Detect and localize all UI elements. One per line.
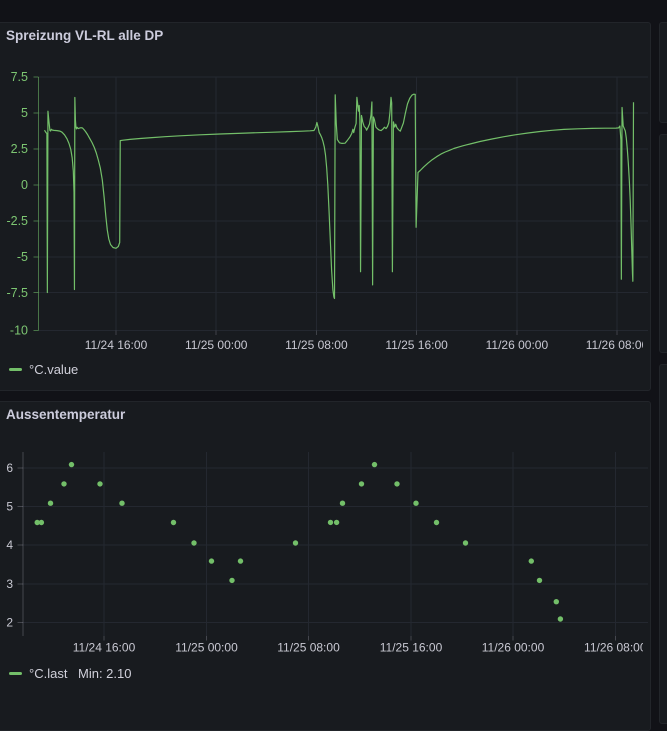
svg-text:11/26 08:00: 11/26 08:00 (584, 641, 647, 655)
svg-text:7.5: 7.5 (11, 70, 28, 84)
svg-text:-5: -5 (17, 250, 28, 264)
svg-text:11/26 00:00: 11/26 00:00 (482, 641, 545, 655)
svg-text:2: 2 (6, 615, 13, 629)
svg-text:0: 0 (21, 178, 28, 192)
svg-text:11/24 16:00: 11/24 16:00 (85, 338, 148, 352)
svg-text:11/25 16:00: 11/25 16:00 (380, 641, 443, 655)
svg-text:-10: -10 (10, 324, 28, 338)
svg-text:11/25 08:00: 11/25 08:00 (277, 641, 340, 655)
svg-text:11/26 08:00: 11/26 08:00 (586, 338, 649, 352)
svg-text:-7.5: -7.5 (6, 286, 28, 300)
svg-text:-2.5: -2.5 (6, 214, 28, 228)
svg-text:11/24 16:00: 11/24 16:00 (73, 641, 136, 655)
svg-text:11/25 16:00: 11/25 16:00 (385, 338, 448, 352)
svg-text:2.5: 2.5 (11, 142, 28, 156)
svg-text:4: 4 (6, 538, 13, 552)
svg-text:3: 3 (6, 577, 13, 591)
svg-text:°C.value: °C.value (29, 362, 78, 377)
svg-text:11/25 00:00: 11/25 00:00 (175, 641, 238, 655)
svg-text:11/26 00:00: 11/26 00:00 (486, 338, 549, 352)
svg-text:11/25 00:00: 11/25 00:00 (185, 338, 248, 352)
svg-text:°C.last: °C.last (29, 666, 68, 681)
svg-text:Min: 2.10: Min: 2.10 (78, 666, 131, 681)
svg-text:6: 6 (6, 461, 13, 475)
svg-text:5: 5 (6, 500, 13, 514)
svg-text:5: 5 (21, 106, 28, 120)
svg-text:11/25 08:00: 11/25 08:00 (285, 338, 348, 352)
